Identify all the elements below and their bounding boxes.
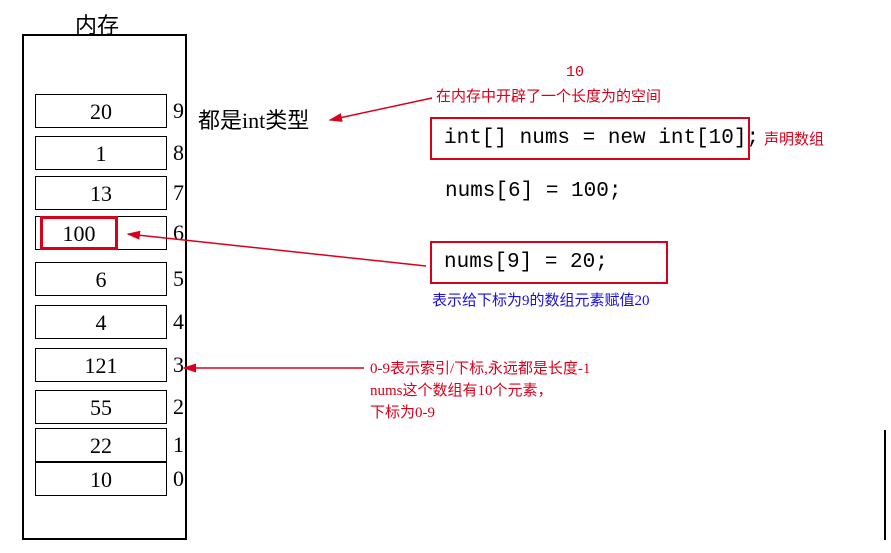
note-index-l3: 下标为0-9 — [370, 405, 435, 421]
index-label-3: 3 — [173, 352, 184, 378]
code-assign-9: nums[9] = 20; — [430, 241, 668, 284]
memory-cell-5: 6 — [35, 262, 167, 296]
index-label-4: 4 — [173, 309, 184, 335]
memory-cell-7: 13 — [35, 176, 167, 210]
index-label-0: 0 — [173, 466, 184, 492]
memory-cell-1: 22 — [35, 428, 167, 462]
note-assign: 表示给下标为9的数组元素赋值20 — [432, 289, 650, 310]
memory-cell-3: 121 — [35, 348, 167, 382]
arrow-0 — [330, 98, 432, 120]
index-label-2: 2 — [173, 394, 184, 420]
note-index-l1: 0-9表示索引/下标,永远都是长度-1 — [370, 361, 590, 377]
index-label-8: 8 — [173, 140, 184, 166]
note-declare: 声明数组 — [764, 128, 824, 149]
ten-label: 10 — [566, 64, 584, 81]
int-type-label: 都是int类型 — [198, 103, 309, 135]
code-assign-6: nums[6] = 100; — [445, 180, 621, 203]
code-declare-array: int[] nums = new int[10]; — [430, 117, 750, 160]
right-edge-line — [884, 430, 886, 540]
memory-cell-8: 1 — [35, 136, 167, 170]
memory-cell-4: 4 — [35, 305, 167, 339]
note-allocation: 在内存中开辟了一个长度为的空间 — [436, 85, 661, 106]
memory-cell-2: 55 — [35, 390, 167, 424]
index-label-6: 6 — [173, 220, 184, 246]
note-index: 0-9表示索引/下标,永远都是长度-1 nums这个数组有10个元素， 下标为0… — [370, 358, 590, 424]
memory-cell-9: 20 — [35, 94, 167, 128]
index-label-7: 7 — [173, 180, 184, 206]
memory-cell-6: 100 — [40, 216, 118, 250]
note-index-l2: nums这个数组有10个元素， — [370, 383, 553, 399]
index-label-9: 9 — [173, 98, 184, 124]
index-label-5: 5 — [173, 266, 184, 292]
index-label-1: 1 — [173, 432, 184, 458]
memory-cell-0: 10 — [35, 462, 167, 496]
